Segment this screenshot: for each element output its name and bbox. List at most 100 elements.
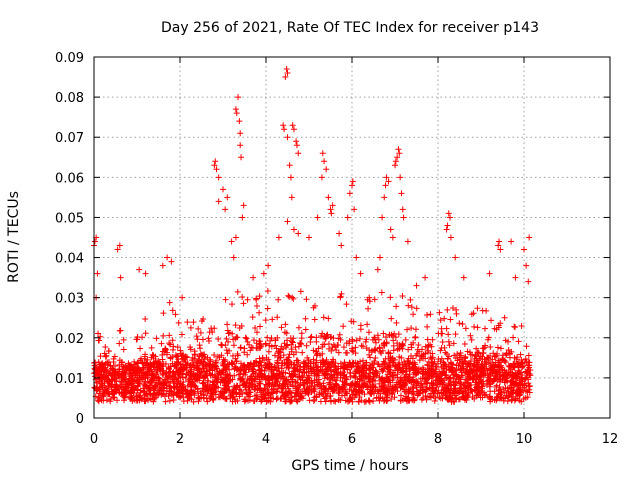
data-point	[453, 395, 460, 402]
data-point	[170, 380, 177, 387]
data-point	[424, 336, 431, 343]
data-point	[289, 338, 296, 345]
data-point	[382, 182, 389, 189]
data-point	[136, 397, 143, 404]
data-point	[290, 295, 297, 302]
data-point	[372, 354, 379, 361]
data-point	[223, 335, 230, 342]
data-point	[320, 314, 327, 321]
data-point	[237, 344, 244, 351]
data-point	[364, 321, 371, 328]
data-point	[410, 311, 417, 318]
data-point	[389, 359, 396, 366]
data-point	[518, 369, 525, 376]
data-point	[152, 377, 159, 384]
data-point	[332, 360, 339, 367]
data-point	[397, 384, 404, 391]
data-point	[179, 382, 186, 389]
data-point	[487, 344, 494, 351]
data-point	[513, 360, 520, 367]
data-point	[417, 387, 424, 394]
data-point	[392, 158, 399, 165]
data-point	[122, 363, 129, 370]
data-point	[457, 385, 464, 392]
data-point	[412, 326, 419, 333]
data-point	[241, 345, 248, 352]
data-point	[137, 345, 144, 352]
data-point	[252, 370, 259, 377]
data-point	[196, 342, 203, 349]
data-point	[463, 397, 470, 404]
data-point	[303, 296, 310, 303]
y-tick-label: 0.05	[55, 211, 84, 226]
data-point	[134, 336, 141, 343]
data-point	[491, 325, 498, 332]
data-point	[428, 366, 435, 373]
data-point	[375, 336, 382, 343]
data-point	[517, 386, 524, 393]
data-point	[142, 351, 149, 358]
data-point	[520, 362, 526, 369]
data-point	[385, 178, 392, 185]
data-point	[199, 369, 206, 376]
data-point	[312, 362, 319, 369]
data-points	[91, 66, 534, 405]
data-point	[401, 382, 408, 389]
data-point	[439, 381, 446, 388]
data-point	[272, 337, 279, 344]
data-point	[286, 362, 293, 369]
data-point	[329, 344, 336, 351]
data-point	[503, 392, 510, 399]
data-point	[494, 350, 501, 357]
data-point	[488, 367, 495, 374]
data-point	[233, 358, 240, 365]
y-tick-labels: 0 0.01 0.02 0.03 0.04 0.05 0.06 0.07 0.08 0.09	[55, 51, 84, 427]
data-point	[446, 375, 453, 382]
data-point	[437, 317, 444, 324]
data-point	[384, 392, 391, 399]
data-point	[146, 384, 153, 391]
data-point	[234, 397, 241, 404]
data-point	[435, 355, 442, 362]
data-point	[486, 270, 493, 277]
data-point	[338, 290, 345, 297]
data-point	[456, 359, 463, 366]
data-point	[418, 368, 425, 375]
data-point	[409, 385, 416, 392]
data-point	[160, 310, 167, 317]
data-point	[162, 398, 169, 405]
data-point	[258, 397, 265, 404]
data-point	[313, 357, 320, 364]
data-point	[323, 166, 330, 173]
data-point	[326, 375, 333, 382]
data-point	[237, 375, 244, 382]
data-point	[457, 365, 464, 372]
data-point	[195, 365, 202, 372]
data-point	[292, 344, 299, 351]
data-point	[269, 366, 276, 373]
data-point	[313, 366, 320, 373]
data-point	[495, 390, 502, 397]
data-point	[350, 348, 357, 355]
data-point	[481, 356, 488, 363]
data-point	[256, 358, 263, 365]
data-point	[198, 388, 205, 395]
data-point	[287, 174, 294, 181]
data-point	[289, 294, 296, 301]
data-point	[376, 387, 383, 394]
data-point	[352, 373, 359, 380]
data-point	[377, 348, 384, 355]
data-point	[383, 340, 390, 347]
data-point	[232, 234, 239, 241]
data-point	[434, 390, 441, 397]
data-point	[445, 385, 452, 392]
data-point	[408, 341, 415, 348]
data-point	[523, 369, 530, 376]
data-point	[148, 344, 155, 351]
data-point	[379, 368, 386, 375]
data-point	[169, 373, 176, 380]
data-point	[211, 162, 218, 169]
data-point	[349, 182, 355, 189]
data-point	[526, 389, 533, 396]
data-point	[424, 323, 431, 330]
